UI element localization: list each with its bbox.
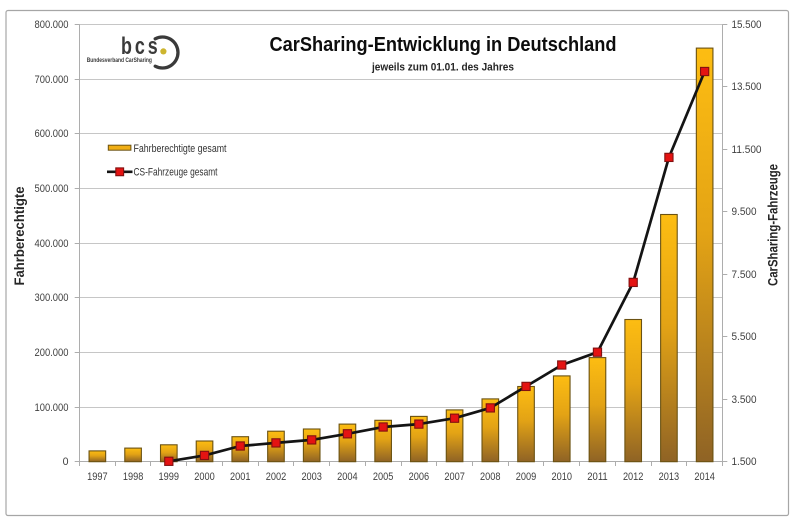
svg-text:200.000: 200.000 [35, 347, 69, 359]
svg-text:2009: 2009 [516, 471, 537, 483]
svg-text:1998: 1998 [123, 471, 144, 483]
svg-text:300.000: 300.000 [35, 292, 69, 304]
svg-text:jeweils zum 01.01. des Jahres: jeweils zum 01.01. des Jahres [371, 62, 514, 74]
svg-text:2011: 2011 [587, 471, 608, 483]
svg-text:13.500: 13.500 [732, 81, 762, 93]
svg-text:Fahrberechtigte: Fahrberechtigte [12, 186, 27, 285]
svg-text:400.000: 400.000 [35, 238, 69, 250]
svg-text:800.000: 800.000 [35, 19, 69, 31]
svg-text:2010: 2010 [552, 471, 573, 483]
svg-text:3.500: 3.500 [732, 394, 757, 406]
svg-text:0: 0 [63, 456, 69, 468]
svg-text:2005: 2005 [373, 471, 394, 483]
svg-text:2000: 2000 [194, 471, 215, 483]
svg-text:Bundesverband CarSharing: Bundesverband CarSharing [87, 57, 153, 64]
svg-text:CS-Fahrzeuge gesamt: CS-Fahrzeuge gesamt [134, 166, 218, 178]
svg-text:2002: 2002 [266, 471, 287, 483]
svg-text:2003: 2003 [301, 471, 322, 483]
svg-text:2007: 2007 [444, 471, 465, 483]
svg-text:2012: 2012 [623, 471, 644, 483]
svg-text:700.000: 700.000 [35, 74, 69, 86]
svg-text:5.500: 5.500 [732, 331, 757, 343]
svg-text:15.500: 15.500 [732, 19, 762, 31]
svg-text:500.000: 500.000 [35, 183, 69, 195]
svg-text:CarSharing-Fahrzeuge: CarSharing-Fahrzeuge [766, 164, 781, 286]
svg-text:Fahrberechtigte gesamt: Fahrberechtigte gesamt [134, 143, 227, 155]
svg-text:CarSharing-Entwicklung in Deut: CarSharing-Entwicklung in Deutschland [270, 33, 617, 56]
svg-text:bcs: bcs [121, 32, 161, 59]
svg-text:1997: 1997 [87, 471, 108, 483]
svg-text:1.500: 1.500 [732, 456, 757, 468]
svg-text:2001: 2001 [230, 471, 251, 483]
svg-text:7.500: 7.500 [732, 269, 757, 281]
svg-text:2014: 2014 [694, 471, 715, 483]
svg-text:2013: 2013 [659, 471, 680, 483]
svg-text:1999: 1999 [159, 471, 180, 483]
svg-text:600.000: 600.000 [35, 128, 69, 140]
svg-text:2004: 2004 [337, 471, 358, 483]
svg-text:2008: 2008 [480, 471, 501, 483]
svg-text:2006: 2006 [409, 471, 430, 483]
svg-text:11.500: 11.500 [732, 144, 762, 156]
svg-text:100.000: 100.000 [35, 402, 69, 414]
svg-text:9.500: 9.500 [732, 206, 757, 218]
